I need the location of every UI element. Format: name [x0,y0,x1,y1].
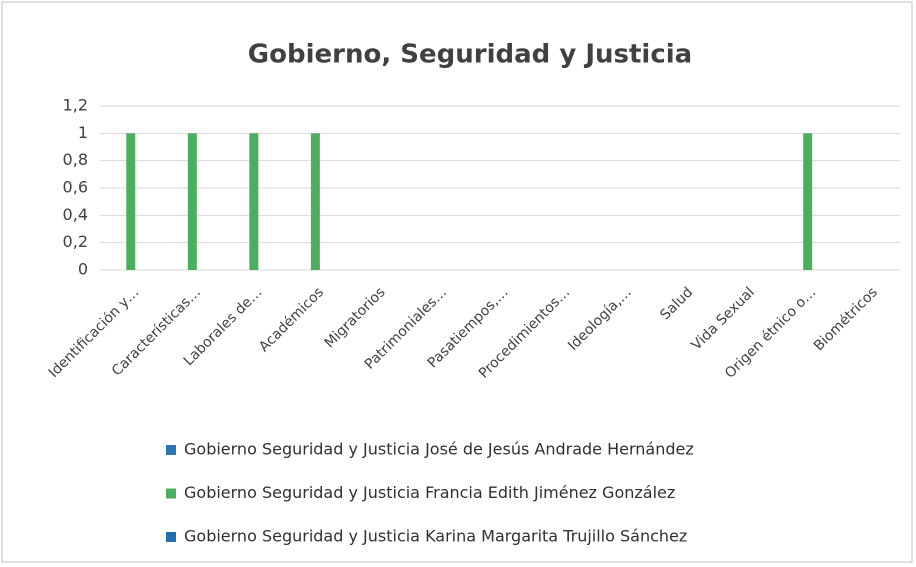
y-tick-label: 1,2 [63,96,88,115]
legend-label: Gobierno Seguridad y Justicia José de Je… [184,440,694,459]
y-tick-label: 0,6 [63,178,88,197]
bar [249,133,259,270]
y-tick-label: 0,4 [63,205,88,224]
legend-swatch [166,488,176,499]
y-tick-label: 1 [78,123,88,142]
y-tick-label: 0,8 [63,150,88,169]
y-tick-label: 0,2 [63,232,88,251]
legend-label: Gobierno Seguridad y Justicia Karina Mar… [184,527,687,546]
bar [803,133,813,270]
bar [310,133,320,270]
legend-swatch [166,532,176,542]
legend-swatch [166,445,176,455]
chart-title: Gobierno, Seguridad y Justicia [248,40,692,70]
bar [126,133,136,270]
y-tick-label: 0 [78,260,88,279]
legend-label: Gobierno Seguridad y Justicia Francia Ed… [184,483,675,502]
bar [187,133,197,270]
